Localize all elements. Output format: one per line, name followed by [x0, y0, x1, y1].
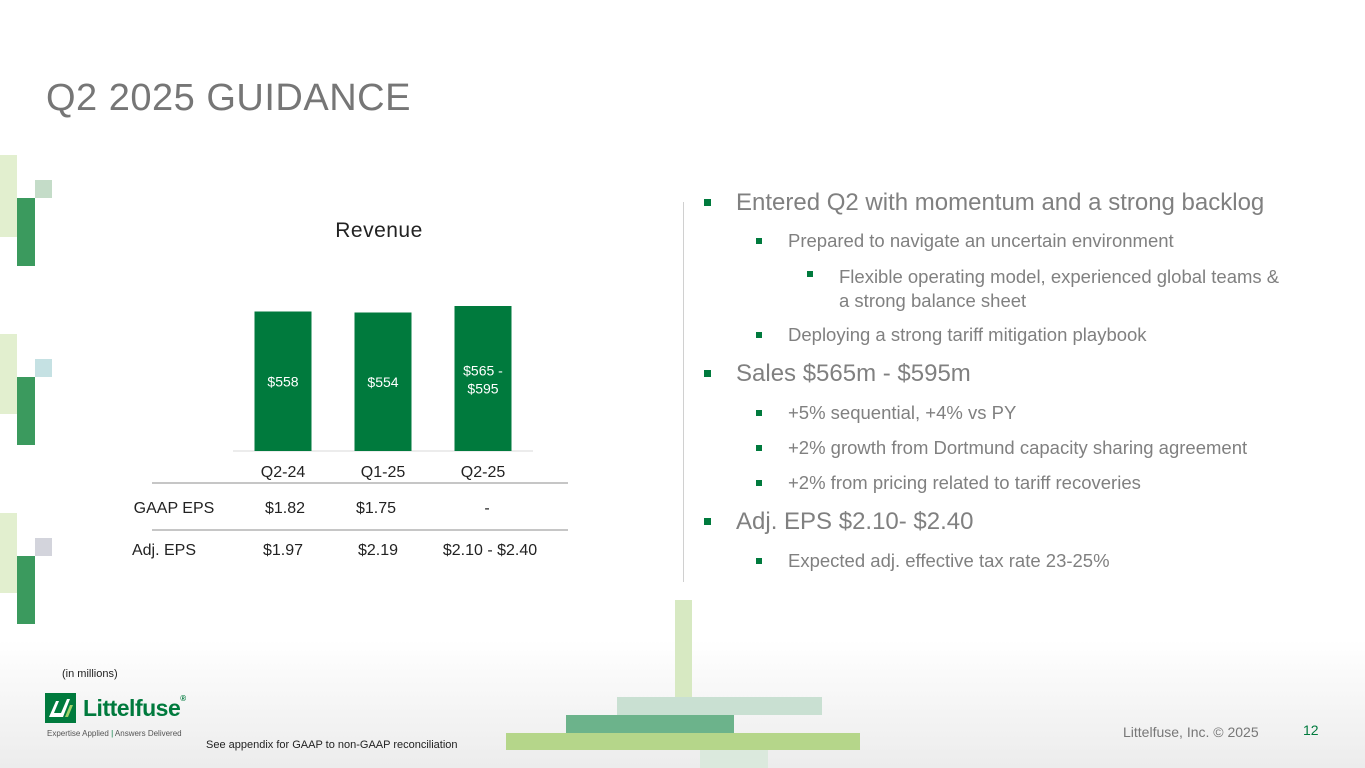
x-tick-label: Q1-25 — [361, 464, 406, 481]
eps-value: $1.97 — [263, 542, 303, 559]
bullet-item: Entered Q2 with momentum and a strong ba… — [704, 189, 1265, 217]
bullet-text: Expected adj. effective tax rate 23-25% — [788, 550, 1110, 571]
bullet-text: +5% sequential, +4% vs PY — [788, 402, 1017, 423]
decor-bar — [17, 556, 35, 624]
eps-value: $2.10 - $2.40 — [443, 542, 537, 559]
decor-bar — [566, 715, 734, 733]
decor-bar — [675, 600, 692, 716]
decor-bar — [506, 733, 860, 750]
bullet-square-icon — [704, 199, 711, 206]
decor-bar — [700, 750, 768, 768]
decor-square — [35, 538, 52, 556]
units-footnote: (in millions) — [62, 668, 118, 680]
x-tick-label: Q2-24 — [261, 464, 306, 481]
eps-value: $2.19 — [358, 542, 398, 559]
eps-row-label: GAAP EPS — [134, 500, 215, 517]
bullet-item: Adj. EPS $2.10- $2.40 — [704, 508, 974, 536]
chart-title: Revenue — [335, 219, 423, 242]
appendix-footnote: See appendix for GAAP to non-GAAP reconc… — [206, 739, 458, 751]
bullet-text: Flexible operating model, experienced gl… — [839, 266, 1280, 287]
bullet-item: Sales $565m - $595m — [704, 360, 971, 388]
littelfuse-mark-icon — [45, 693, 76, 723]
logo-wordmark: Littelfuse® — [83, 694, 186, 722]
eps-value: $1.82 — [265, 500, 305, 517]
bullet-item: Prepared to navigate an uncertain enviro… — [756, 230, 1174, 252]
bullet-item: +2% growth from Dortmund capacity sharin… — [756, 437, 1248, 459]
bullet-square-icon — [756, 445, 762, 451]
decor-bar — [0, 513, 17, 593]
bullet-square-icon — [756, 410, 762, 416]
bar-data-label: $554 — [367, 374, 398, 390]
decor-bar — [17, 198, 35, 266]
bullet-item: Deploying a strong tariff mitigation pla… — [756, 324, 1147, 346]
revenue-chart: $558 Q2-24 $554 Q1-25 $565 - $595 Q2-25 GAAP E… — [132, 306, 568, 559]
decor-bar — [0, 334, 17, 414]
bullet-item: Expected adj. effective tax rate 23-25% — [756, 550, 1110, 572]
bullet-text: +2% from pricing related to tariff recov… — [788, 472, 1141, 493]
decor-bar — [17, 377, 35, 445]
bullet-text: +2% growth from Dortmund capacity sharin… — [788, 437, 1248, 458]
bullet-item: +5% sequential, +4% vs PY — [756, 402, 1017, 424]
revenue-bar — [254, 311, 312, 451]
bullet-text: Entered Q2 with momentum and a strong ba… — [736, 189, 1265, 216]
bullet-text: Prepared to navigate an uncertain enviro… — [788, 230, 1174, 251]
decor-square — [35, 359, 52, 377]
tagline-separator: | — [111, 729, 114, 738]
bullet-square-icon — [756, 332, 762, 338]
revenue-bar — [454, 306, 512, 451]
decor-bar — [0, 155, 17, 237]
tagline-left: Expertise Applied — [47, 729, 109, 738]
littelfuse-logo: Littelfuse® Expertise Applied | Answers … — [45, 693, 205, 743]
bar-data-label: $595 — [467, 381, 498, 397]
bar-data-label: $558 — [267, 373, 298, 389]
column-divider — [683, 202, 684, 582]
bullet-square-icon — [756, 238, 762, 244]
decor-bar — [617, 697, 822, 715]
bullet-item: +2% from pricing related to tariff recov… — [756, 472, 1141, 494]
bullet-item: Flexible operating model, experienced gl… — [807, 265, 1280, 313]
logo-tagline: Expertise Applied | Answers Delivered — [47, 729, 182, 738]
eps-value: $1.75 — [356, 500, 396, 517]
copyright: Littelfuse, Inc. © 2025 — [1123, 724, 1259, 740]
bullet-text-continued: a strong balance sheet — [839, 290, 1027, 311]
page-number: 12 — [1303, 722, 1319, 738]
revenue-bar — [354, 312, 412, 451]
decor-square — [35, 180, 52, 198]
tagline-right: Answers Delivered — [114, 729, 182, 738]
bullet-square-icon — [807, 271, 813, 277]
logo-wordmark-text: Littelfuse — [83, 695, 181, 721]
bullet-square-icon — [704, 518, 711, 525]
bullet-square-icon — [756, 558, 762, 564]
bullet-text: Sales $565m - $595m — [736, 360, 971, 387]
bar-data-label: $565 - — [463, 363, 503, 379]
bullet-text: Deploying a strong tariff mitigation pla… — [788, 324, 1147, 345]
registered-mark: ® — [180, 694, 186, 704]
eps-row-label: Adj. EPS — [132, 542, 196, 559]
page-title: Q2 2025 GUIDANCE — [46, 77, 411, 119]
bullet-text: Adj. EPS $2.10- $2.40 — [736, 508, 974, 535]
bullet-square-icon — [704, 370, 711, 377]
bullet-square-icon — [756, 480, 762, 486]
x-tick-label: Q2-25 — [461, 464, 506, 481]
eps-value: - — [484, 500, 489, 517]
